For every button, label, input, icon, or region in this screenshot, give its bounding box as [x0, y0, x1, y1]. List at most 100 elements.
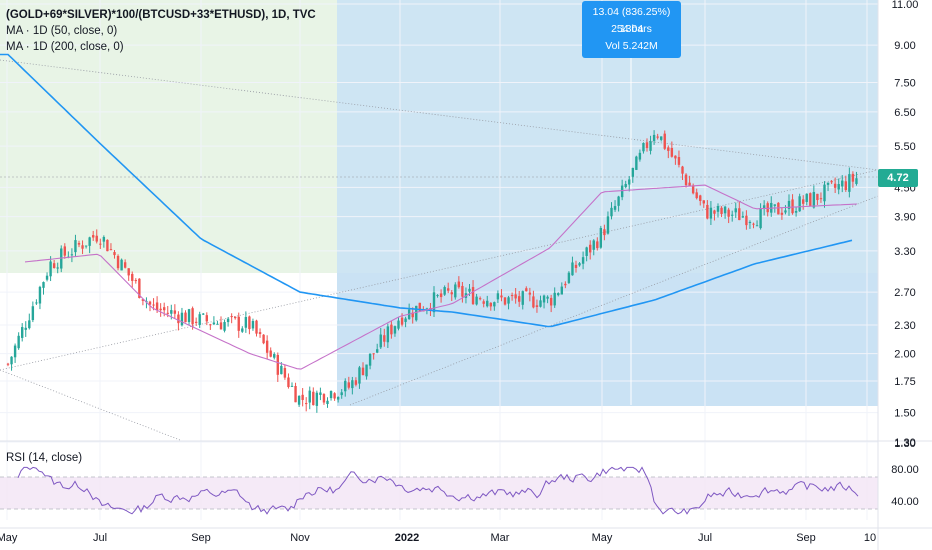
candle	[830, 180, 833, 185]
candle-body	[265, 340, 269, 353]
candle-body	[49, 261, 52, 277]
candle	[106, 239, 109, 252]
price-tick-label: 2.70	[894, 287, 915, 299]
candle	[283, 364, 287, 380]
candle	[667, 145, 670, 159]
candle	[49, 256, 52, 282]
candle	[738, 201, 741, 221]
candle-body	[383, 335, 386, 342]
candle	[109, 243, 113, 251]
candle	[404, 316, 407, 328]
candle-body	[400, 317, 404, 325]
candle	[127, 268, 130, 281]
candle-body	[365, 364, 368, 377]
candle	[560, 282, 563, 295]
candle	[432, 286, 436, 318]
candle	[123, 259, 127, 269]
candle-body	[141, 299, 145, 301]
candle	[368, 353, 372, 370]
rsi-tick-label: 80.00	[891, 464, 919, 476]
candle	[613, 200, 617, 212]
candle	[397, 316, 400, 331]
candle	[503, 297, 507, 306]
candle-body	[631, 167, 634, 177]
candle-body	[688, 182, 691, 186]
candle	[848, 167, 851, 198]
candle	[42, 281, 45, 295]
candle	[31, 301, 35, 323]
candle-body	[223, 322, 226, 331]
candle-body	[613, 206, 617, 210]
candle-body	[777, 202, 780, 215]
candle-body	[755, 225, 759, 227]
candle-body	[542, 295, 546, 303]
candle	[297, 395, 301, 407]
candle-body	[702, 200, 705, 204]
candle-body	[496, 293, 500, 300]
candle	[542, 294, 546, 309]
candle	[734, 202, 737, 218]
candle-body	[748, 221, 752, 223]
candle-body	[528, 292, 532, 295]
candle	[620, 179, 624, 201]
candle-body	[510, 295, 514, 297]
candle-body	[532, 296, 535, 308]
candle-body	[457, 281, 461, 288]
candle	[113, 250, 116, 259]
candle-body	[557, 293, 560, 296]
candle	[841, 175, 844, 193]
candle-body	[283, 368, 287, 378]
candle-body	[109, 249, 113, 251]
candle-body	[372, 353, 375, 355]
candle-body	[830, 181, 833, 183]
candle-body	[255, 320, 258, 334]
candle	[315, 390, 319, 413]
candle-body	[503, 297, 507, 305]
candle	[223, 319, 226, 333]
candle	[660, 136, 663, 142]
ma200-legend[interactable]: MA · 1D (200, close, 0)	[6, 41, 124, 53]
candle	[585, 246, 588, 262]
candle	[450, 289, 453, 302]
candle	[812, 185, 816, 209]
candle-body	[379, 334, 382, 348]
candle	[63, 243, 66, 259]
candle-body	[170, 310, 173, 314]
rsi-legend[interactable]: RSI (14, close)	[6, 452, 83, 464]
candle	[631, 167, 634, 183]
candle-body	[699, 195, 702, 201]
candle-body	[638, 152, 642, 160]
candle-body	[63, 246, 66, 256]
ma50-legend[interactable]: MA · 1D (50, close, 0)	[6, 25, 118, 37]
candle	[546, 295, 549, 304]
candle	[38, 285, 42, 310]
candle	[471, 280, 475, 305]
measure-tooltip: 13.04 (836.25%) 1304 254 bars Vol 5.242M	[582, 1, 681, 58]
candle	[326, 397, 329, 408]
candle	[116, 254, 120, 271]
candle-body	[599, 227, 603, 248]
candle-body	[606, 216, 610, 234]
candle-body	[816, 193, 819, 201]
candle	[652, 130, 656, 145]
candle	[674, 155, 677, 165]
candle	[443, 285, 446, 296]
candle-body	[791, 199, 794, 214]
rsi-axis: 80.00 40.00	[891, 464, 919, 508]
candle-body	[134, 280, 137, 282]
candle	[202, 313, 205, 315]
candle-body	[415, 305, 418, 321]
candle-body	[447, 288, 450, 291]
candle	[258, 328, 262, 338]
candle	[273, 352, 276, 360]
candle-body	[191, 308, 194, 325]
candle-body	[667, 147, 670, 151]
candle	[656, 133, 659, 140]
candle-body	[315, 392, 319, 406]
symbol-title[interactable]: (GOLD+69*SILVER)*100/(BTCUSD+33*ETHUSD),…	[6, 9, 316, 21]
candle-body	[241, 328, 244, 332]
candle-body	[624, 183, 627, 188]
candle-body	[603, 229, 606, 236]
candle-body	[461, 285, 464, 297]
